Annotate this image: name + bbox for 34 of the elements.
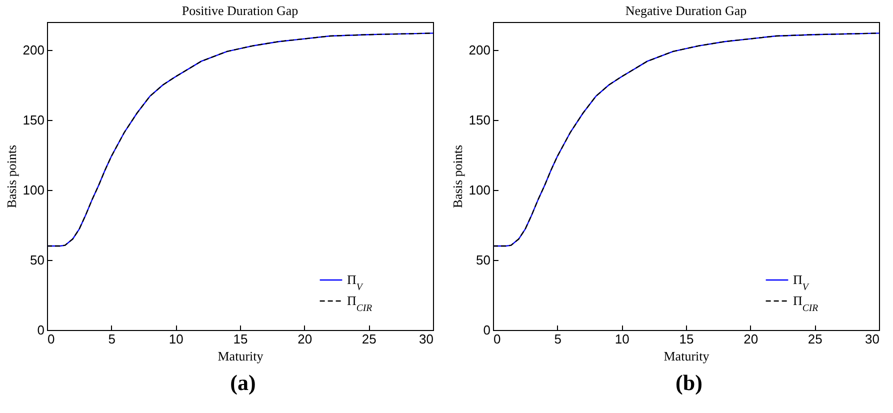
x-tick-label: 5 bbox=[554, 332, 562, 346]
x-tick-label: 20 bbox=[298, 332, 312, 346]
text: (a) bbox=[229, 370, 257, 396]
y-tick-label: 200 bbox=[22, 42, 44, 58]
legend-label: Π$_{CIR}$ bbox=[793, 293, 818, 314]
legend-label: Π$_{V}$ bbox=[347, 272, 364, 292]
x-tick-label: 0 bbox=[48, 332, 55, 346]
chart-title: Positive Duration Gap bbox=[182, 3, 298, 18]
y-tick-label: 150 bbox=[22, 112, 44, 128]
legend-label: Π$_{CIR}$ bbox=[347, 293, 372, 314]
legend-label: Π$_{V}$ bbox=[793, 272, 810, 292]
x-axis-title: Maturity bbox=[664, 348, 710, 364]
x-axis-title: Maturity bbox=[218, 348, 264, 364]
x-tick-label: 0 bbox=[494, 332, 501, 346]
x-tick-label: 30 bbox=[419, 332, 434, 346]
text: (b) bbox=[674, 370, 704, 396]
y-tick-label: 50 bbox=[476, 252, 490, 268]
y-tick-label: 50 bbox=[30, 252, 44, 268]
x-tick-label: 15 bbox=[233, 332, 248, 346]
x-tick-label: 20 bbox=[744, 332, 758, 346]
x-tick-label: 25 bbox=[808, 332, 822, 346]
y-tick-label: 100 bbox=[22, 182, 44, 198]
x-tick-label: 30 bbox=[865, 332, 880, 346]
x-tick-label: 25 bbox=[362, 332, 376, 346]
y-axis-title: Basis points bbox=[450, 144, 465, 208]
y-tick-label: 150 bbox=[468, 112, 490, 128]
x-tick-label: 15 bbox=[679, 332, 694, 346]
x-tick-label: 10 bbox=[168, 332, 184, 346]
x-tick-label: 10 bbox=[614, 332, 630, 346]
y-tick-label: 100 bbox=[468, 182, 490, 198]
y-tick-label: 200 bbox=[468, 42, 490, 58]
x-tick-label: 5 bbox=[108, 332, 116, 346]
y-axis-title: Basis points bbox=[4, 144, 19, 208]
chart-title: Negative Duration Gap bbox=[625, 3, 747, 18]
